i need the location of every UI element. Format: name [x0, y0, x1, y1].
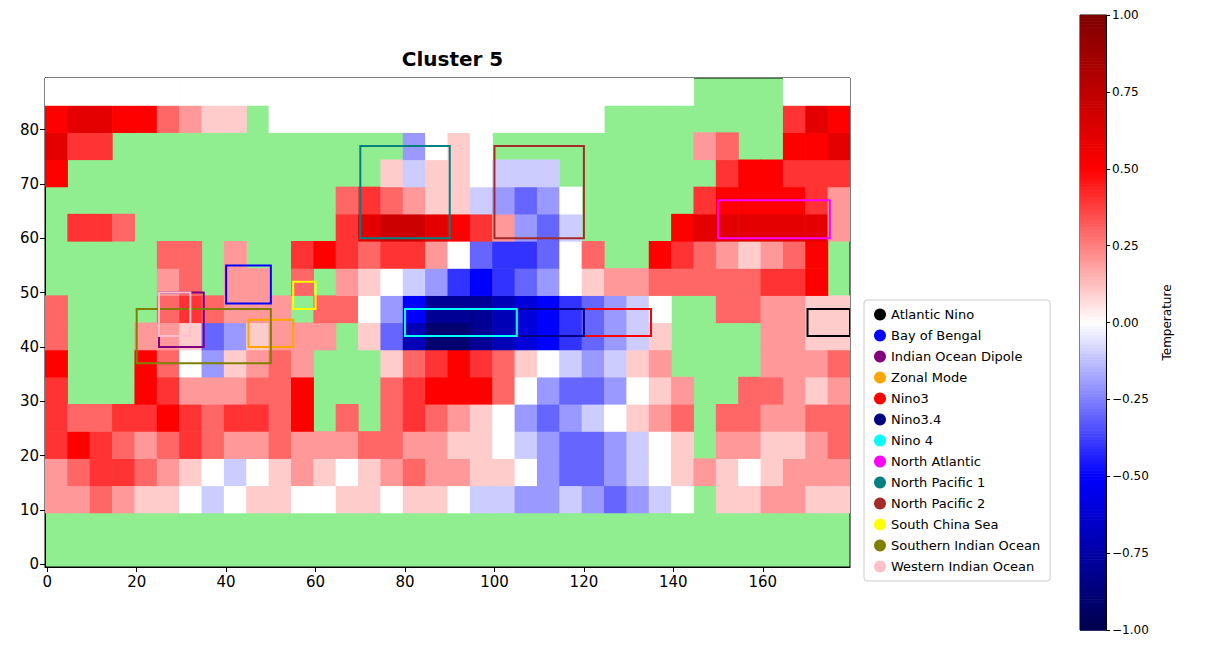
svg-text:60: 60 — [306, 573, 325, 591]
svg-text:Western Indian Ocean: Western Indian Ocean — [891, 559, 1034, 574]
svg-text:80: 80 — [20, 121, 39, 139]
svg-text:Atlantic Nino: Atlantic Nino — [891, 307, 974, 322]
svg-text:−1.00: −1.00 — [1112, 623, 1149, 637]
svg-text:40: 40 — [20, 338, 39, 356]
svg-text:North Pacific 1: North Pacific 1 — [891, 475, 985, 490]
svg-text:80: 80 — [395, 573, 414, 591]
svg-text:−0.75: −0.75 — [1112, 546, 1149, 560]
svg-text:140: 140 — [659, 573, 688, 591]
svg-text:100: 100 — [480, 573, 509, 591]
svg-text:30: 30 — [20, 392, 39, 410]
svg-text:160: 160 — [748, 573, 777, 591]
svg-text:40: 40 — [217, 573, 236, 591]
svg-text:70: 70 — [20, 175, 39, 193]
svg-text:10: 10 — [20, 501, 39, 519]
svg-text:−0.25: −0.25 — [1112, 392, 1149, 406]
svg-text:0: 0 — [42, 573, 52, 591]
svg-text:Cluster 5: Cluster 5 — [402, 47, 504, 71]
svg-text:0.25: 0.25 — [1112, 239, 1139, 253]
svg-text:1.00: 1.00 — [1112, 8, 1139, 22]
svg-text:60: 60 — [20, 229, 39, 247]
svg-text:0.75: 0.75 — [1112, 85, 1139, 99]
svg-text:Nino3: Nino3 — [891, 391, 929, 406]
svg-text:0.00: 0.00 — [1112, 316, 1139, 330]
svg-text:Zonal Mode: Zonal Mode — [891, 370, 967, 385]
svg-text:Southern Indian Ocean: Southern Indian Ocean — [891, 538, 1040, 553]
svg-text:North Pacific 2: North Pacific 2 — [891, 496, 985, 511]
svg-text:−0.50: −0.50 — [1112, 469, 1149, 483]
svg-text:50: 50 — [20, 284, 39, 302]
svg-text:Nino 4: Nino 4 — [891, 433, 933, 448]
svg-text:0.50: 0.50 — [1112, 162, 1139, 176]
svg-text:South China Sea: South China Sea — [891, 517, 998, 532]
svg-text:20: 20 — [20, 447, 39, 465]
svg-text:Nino3.4: Nino3.4 — [891, 412, 941, 427]
svg-text:North Atlantic: North Atlantic — [891, 454, 981, 469]
svg-text:Indian Ocean Dipole: Indian Ocean Dipole — [891, 349, 1022, 364]
svg-text:Bay of Bengal: Bay of Bengal — [891, 328, 981, 343]
svg-text:120: 120 — [570, 573, 599, 591]
svg-text:Temperature: Temperature — [1160, 284, 1174, 361]
svg-text:20: 20 — [127, 573, 146, 591]
svg-text:0: 0 — [29, 555, 39, 573]
